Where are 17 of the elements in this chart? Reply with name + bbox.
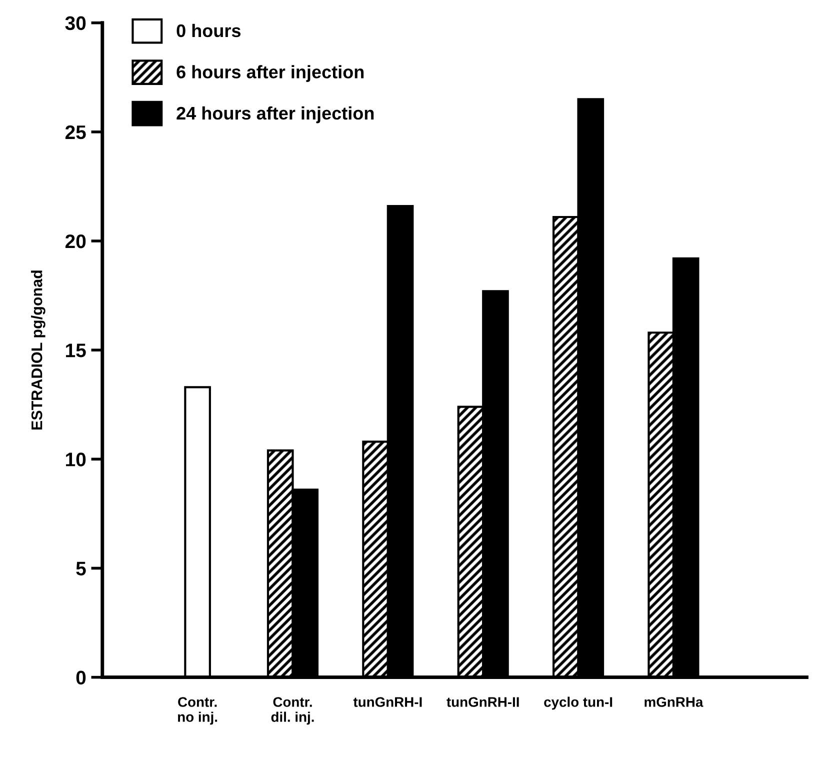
x-tick-label: Contr. no inj. — [178, 697, 218, 725]
x-tick-label: tunGnRH-I — [353, 697, 422, 707]
y-axis-title: ESTRADIOL pg/gonad — [31, 270, 46, 430]
legend-label: 6 hours after injection — [176, 65, 364, 82]
y-tick-label: 30 — [65, 16, 86, 30]
y-tick-label: 5 — [76, 562, 86, 576]
legend-label: 0 hours — [176, 24, 241, 38]
y-tick-label: 15 — [66, 344, 86, 358]
legend-label: 24 hours after injection — [176, 106, 374, 124]
x-tick-label: mGnRHa — [644, 697, 704, 707]
x-tick-label: Contr. dil. inj. — [271, 697, 314, 725]
x-tick-label: cyclo tun-I — [544, 696, 612, 710]
x-tick-label: tunGnRH-II — [446, 697, 519, 707]
y-tick-label: 20 — [65, 234, 86, 248]
y-tick-label: 10 — [66, 452, 86, 466]
y-tick-label: 25 — [65, 125, 86, 140]
y-tick-label: 0 — [76, 670, 86, 685]
